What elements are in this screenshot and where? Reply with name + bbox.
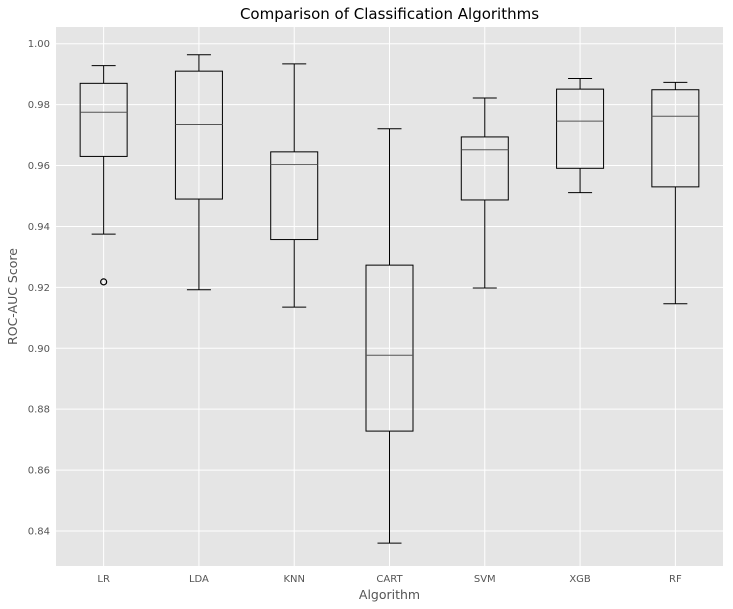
box-iqr [651,89,700,188]
y-tick-label: 0.84 [28,526,50,537]
outlier-point [100,278,108,286]
x-tick-label: XGB [569,574,591,585]
grid-lines [56,27,723,566]
x-tick-label: LDA [189,574,209,585]
x-tick-label: CART [376,574,403,585]
y-tick-label: 1.00 [28,39,50,50]
y-tick-label: 0.88 [28,405,50,416]
y-tick-label: 0.86 [28,466,50,477]
y-tick-label: 0.94 [28,222,50,233]
box-lda [174,54,223,291]
box-iqr [556,88,605,169]
box-cart [365,128,414,544]
y-tick-label: 0.90 [28,344,50,355]
box-plots [79,54,700,544]
y-axis-label: ROC-AUC Score [5,248,20,345]
y-tick-label: 0.92 [28,283,50,294]
x-axis-label: Algorithm [359,587,420,602]
box-knn [270,63,319,308]
y-tick-label: 0.98 [28,100,50,111]
box-iqr [270,151,319,241]
x-tick-label: LR [97,574,110,585]
box-iqr [79,82,128,157]
chart-title: Comparison of Classification Algorithms [240,5,539,23]
box-lr [79,65,128,286]
y-tick-label: 0.96 [28,161,50,172]
x-tick-labels: LR LDA KNN CART SVM XGB RF [97,574,682,585]
x-tick-label: SVM [474,574,496,585]
box-iqr [174,70,223,200]
x-tick-label: RF [669,574,682,585]
box-rf [651,81,700,305]
x-tick-label: KNN [283,574,305,585]
box-xgb [556,77,605,194]
box-iqr [460,136,509,201]
box-iqr [365,264,414,432]
y-tick-labels: 0.84 0.86 0.88 0.90 0.92 0.94 0.96 0.98 1.00 [28,39,50,537]
box-svm [460,97,509,289]
